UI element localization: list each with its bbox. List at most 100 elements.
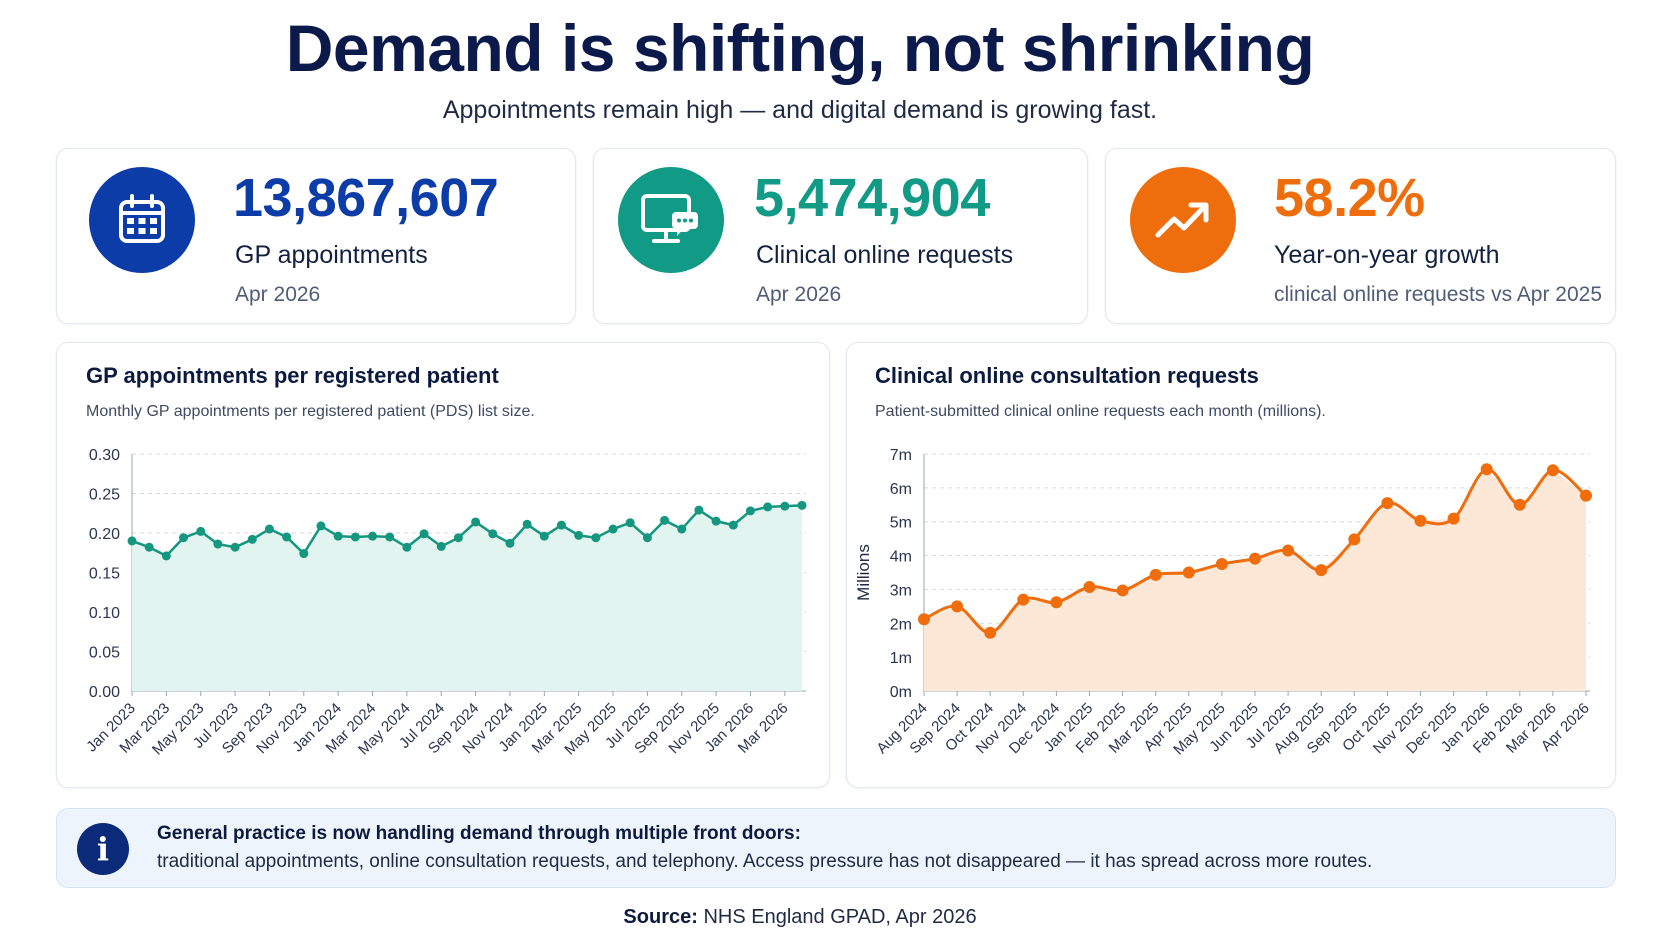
banner-heading: General practice is now handling demand … (157, 823, 801, 844)
data-point (385, 532, 395, 542)
data-point (1083, 581, 1096, 594)
y-tick-label: 4m (890, 549, 912, 566)
data-point (1447, 512, 1460, 525)
source-text: NHS England GPAD, Apr 2026 (703, 906, 977, 928)
data-point (282, 532, 292, 542)
data-point (1414, 514, 1427, 527)
data-point (1050, 596, 1063, 609)
data-point (316, 521, 326, 531)
data-point (1017, 593, 1030, 606)
data-point (333, 531, 343, 541)
data-point (161, 551, 171, 561)
data-point (763, 502, 773, 512)
data-point (797, 500, 807, 510)
data-point (984, 626, 997, 639)
data-point (196, 526, 206, 536)
y-tick-label: 5m (890, 515, 912, 532)
data-point (1348, 533, 1361, 546)
data-point (522, 519, 532, 529)
data-point (1215, 558, 1228, 571)
y-tick-label: 0.15 (89, 566, 120, 583)
source-line: Source: NHS England GPAD, Apr 2026 (0, 906, 1600, 929)
chart-subtitle: Patient-submitted clinical online reques… (875, 403, 1326, 420)
data-point (591, 533, 601, 543)
series-area (132, 505, 802, 691)
kpi-period: Apr 2026 (756, 283, 842, 306)
data-point (1282, 544, 1295, 557)
info-banner: i General practice is now handling deman… (56, 808, 1616, 888)
data-point (660, 515, 670, 525)
kpi-label: GP appointments (235, 241, 428, 269)
y-tick-label: 0.20 (89, 526, 120, 543)
data-point (299, 549, 309, 559)
data-point (1182, 566, 1195, 579)
data-point (368, 531, 378, 541)
data-point (264, 524, 274, 534)
data-point (556, 520, 566, 530)
y-tick-label: 3m (890, 582, 912, 599)
data-point (213, 539, 223, 549)
y-tick-label: 0.25 (89, 487, 120, 504)
y-tick-label: 0m (890, 684, 912, 701)
data-point (179, 533, 189, 543)
data-point (574, 530, 584, 540)
kpi-period: Apr 2026 (235, 283, 321, 306)
data-point (608, 524, 618, 534)
data-point (780, 501, 790, 511)
data-point (1480, 463, 1493, 476)
y-tick-label: 6m (890, 481, 912, 498)
calendar-icon (89, 167, 195, 273)
chart-title: GP appointments per registered patient (86, 363, 499, 388)
series-line (131, 504, 803, 558)
data-point (453, 533, 463, 543)
y-tick-label: 2m (890, 616, 912, 633)
y-tick-label: 7m (890, 447, 912, 464)
data-point (625, 518, 635, 528)
kpi-value: 58.2% (1274, 168, 1425, 228)
y-tick-label: 0.05 (89, 645, 120, 662)
data-point (144, 542, 154, 552)
data-point (711, 516, 721, 526)
source-label: Source: (623, 906, 698, 928)
banner-body: traditional appointments, online consult… (157, 851, 1373, 872)
chart-title: Clinical online consultation requests (875, 363, 1259, 388)
y-tick-label: 0.30 (89, 447, 120, 464)
y-tick-label: 1m (890, 650, 912, 667)
page-subtitle: Appointments remain high — and digital d… (442, 96, 1158, 124)
data-point (1116, 584, 1129, 597)
data-point (488, 529, 498, 539)
kpi-card-growth: 58.2% Year-on-year growth clinical onlin… (1105, 148, 1616, 324)
data-point (1249, 552, 1261, 565)
data-point (419, 529, 429, 539)
data-point (350, 532, 360, 542)
data-point (1381, 497, 1394, 510)
kpi-card-online-requests: 5,474,904 Clinical online requests Apr 2… (593, 148, 1088, 324)
kpi-label: Year-on-year growth (1274, 241, 1500, 269)
data-point (1546, 464, 1559, 477)
page-title: Demand is shifting, not shrinking (285, 11, 1315, 85)
y-tick-label: 0.00 (89, 684, 120, 701)
data-point (539, 531, 549, 541)
data-point (745, 506, 755, 516)
data-point (505, 538, 515, 548)
trend-up-icon (1130, 167, 1236, 273)
kpi-value: 13,867,607 (233, 168, 499, 228)
data-point (1580, 489, 1592, 502)
data-point (918, 613, 930, 626)
data-point (230, 542, 240, 552)
data-point (642, 533, 652, 543)
data-point (402, 542, 412, 552)
kpi-label: Clinical online requests (756, 241, 1014, 269)
y-axis-label: Millions (854, 544, 873, 601)
kpi-card-appointments: 13,867,607 GP appointments Apr 2026 (56, 148, 576, 324)
kpi-value: 5,474,904 (754, 168, 990, 228)
data-point (247, 534, 257, 544)
data-point (436, 541, 446, 551)
data-point (1149, 568, 1162, 581)
series-area (924, 469, 1586, 691)
info-icon: i (77, 823, 129, 875)
chart-subtitle: Monthly GP appointments per registered p… (86, 403, 535, 420)
monitor-chat-icon (618, 167, 724, 273)
